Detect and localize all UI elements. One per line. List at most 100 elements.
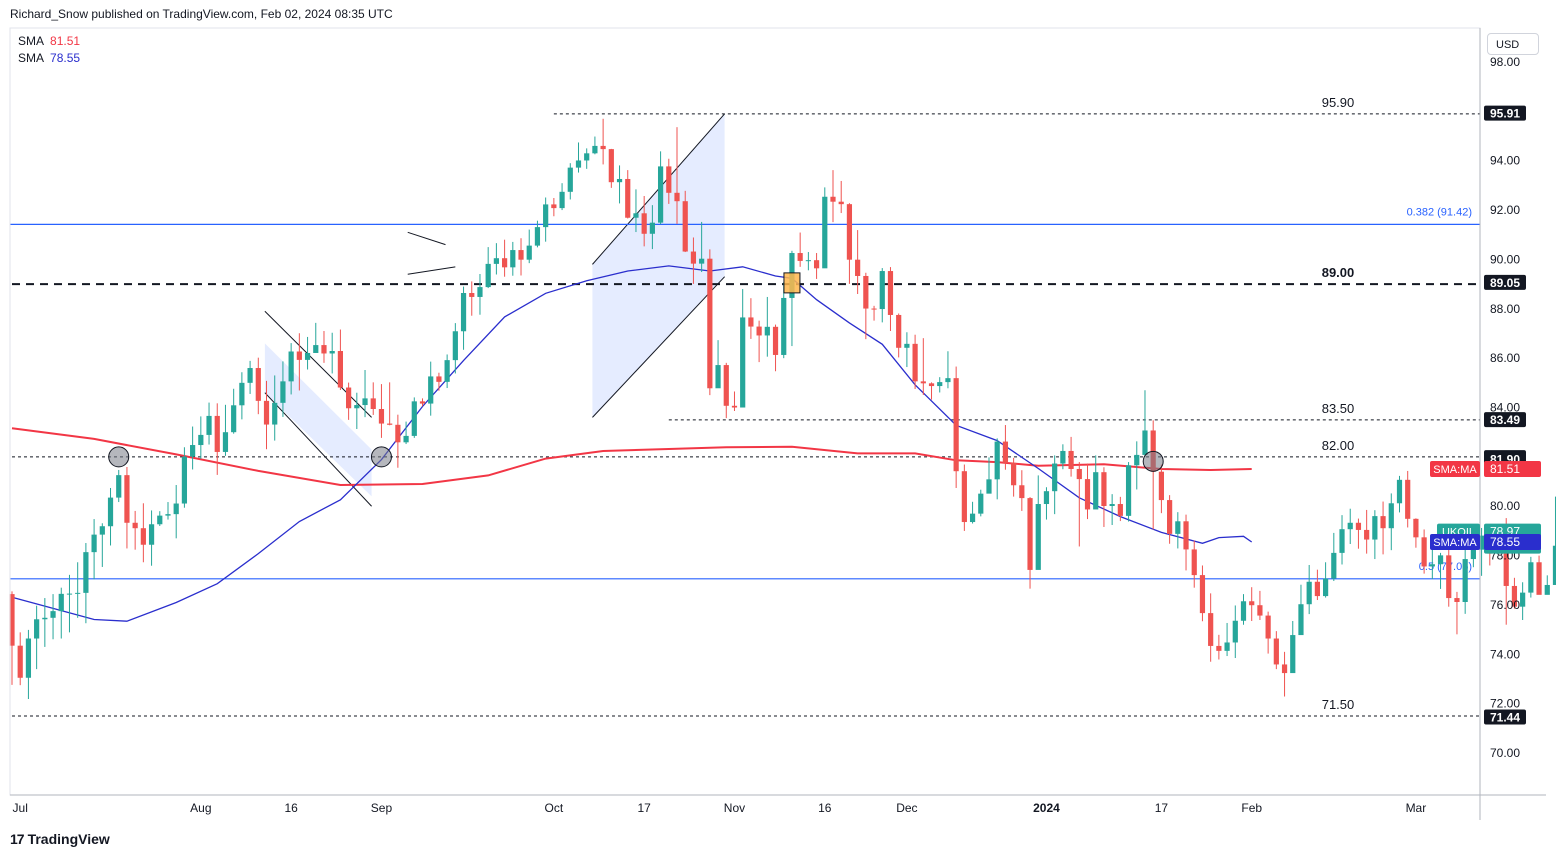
bull-flag-channel-fill [264,343,372,497]
candle-body [460,293,467,332]
candle-body [1273,638,1279,665]
candle-body [1544,584,1550,595]
candle [444,354,450,389]
legend-sma-fast[interactable]: SMA 81.51 [18,34,80,48]
candle [1043,487,1050,520]
candle-body [657,166,664,223]
candle [657,151,664,225]
candle-body [313,345,319,353]
candle-body [1314,581,1320,597]
candle [846,203,853,284]
candle [986,457,992,494]
candle-body [124,475,130,523]
indicator-tag-value-box [1484,534,1541,551]
x-tick-label: 17 [1155,801,1169,815]
candle-body [674,192,680,202]
candle-body [600,145,606,150]
candle [666,158,672,204]
candle [625,170,631,219]
candle-body [707,258,713,389]
candle [969,501,976,524]
candle [403,421,409,445]
candle [1396,475,1403,513]
candle [1552,496,1556,585]
tradingview-logo[interactable]: 17 TradingView [10,831,110,847]
candle-body [1208,613,1214,646]
candle-body [1060,450,1066,464]
candle-body [83,552,89,593]
candle [1429,545,1435,580]
y-tick-label: 98.00 [1490,55,1520,69]
candle [42,598,48,647]
candle-body [526,245,532,260]
tradingview-logo-icon: 17 [10,831,25,847]
candle-body [1183,521,1189,550]
candle-body [1470,549,1476,560]
candle [1265,611,1271,654]
candle-body [321,345,327,354]
candle-body [592,145,598,154]
candle [1347,508,1353,545]
bull-flag-upper-line [264,310,372,418]
candle-body [1027,498,1033,570]
candle-body [1109,504,1115,506]
candle-body [1134,454,1140,466]
candle [329,332,335,374]
candle-body [116,475,122,498]
candle-body [1125,465,1132,516]
candle-body [1175,521,1181,534]
price-tag: 89.05 [1484,274,1526,290]
candle-body [1421,537,1427,567]
candle [337,329,343,390]
candle [1035,475,1041,570]
candle [58,587,64,639]
candle-body [641,213,647,234]
candle [1117,496,1123,522]
candle [731,391,738,411]
x-tick-label: 17 [637,801,651,815]
candle-body [419,401,426,404]
breakout-marker-1 [370,446,392,468]
y-tick-label: 92.00 [1490,203,1520,217]
candle-body [255,368,261,401]
candle-body [91,534,97,553]
x-tick-label: 16 [818,801,832,815]
legend-sma-slow[interactable]: SMA 78.55 [18,51,80,65]
candle-body [1281,664,1288,674]
sma-slow-line [11,427,1252,487]
candle-body [58,593,64,612]
candle-body [231,405,237,433]
candle-body [887,271,894,315]
candle [148,510,155,566]
candle-body [871,308,877,310]
candle [781,282,787,359]
currency-button[interactable]: USD [1487,33,1539,55]
level-layer: 95.90 89.00 83.50 82.00 71.50 [12,95,1480,717]
candle [378,384,385,438]
candle-body [1101,472,1107,506]
candle-body [42,617,48,620]
candle-body [1429,564,1435,567]
price-tag: 83.49 [1484,412,1526,428]
candle [190,426,196,470]
candle [17,632,23,686]
candle [1240,594,1247,625]
candle-body [813,260,820,269]
candle-body [263,400,270,425]
candle-body [1478,535,1485,550]
candle [1134,441,1140,490]
candle [173,485,179,539]
y-axis-labels: 98.0096.0094.0092.0090.0088.0086.0084.00… [1490,55,1520,760]
x-tick-label: Mar [1406,801,1427,815]
candle-body [731,405,738,408]
candle-body [969,513,976,523]
y-tick-label: 86.00 [1490,351,1520,365]
x-tick-label: Sep [371,801,393,815]
candle [272,375,278,441]
legend-sma-fast-name: SMA [18,34,45,48]
candle-body [280,381,286,403]
candle [896,313,902,358]
legend-sma-slow-name: SMA [18,51,45,65]
tradingview-logo-text: TradingView [27,831,110,847]
